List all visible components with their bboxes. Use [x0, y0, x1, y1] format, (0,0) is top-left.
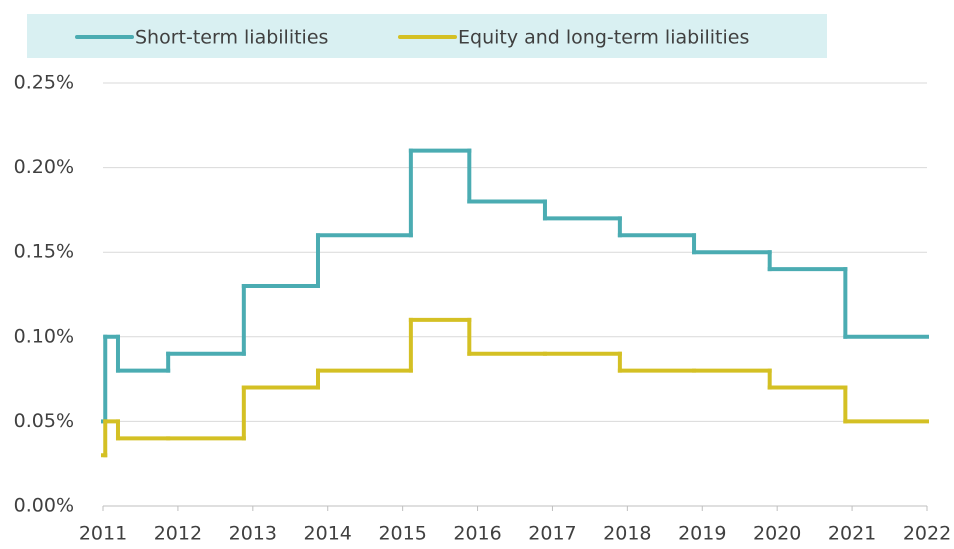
x-tick-label: 2017	[528, 523, 576, 545]
x-tick-label: 2021	[828, 523, 876, 545]
x-tick-label: 2011	[79, 523, 127, 545]
x-tick-label: 2022	[903, 523, 951, 545]
x-tick-label: 2016	[453, 523, 501, 545]
legend-label: Equity and long-term liabilities	[458, 27, 749, 49]
y-tick-label: 0.25%	[14, 72, 74, 94]
y-tick-label: 0.00%	[14, 495, 74, 517]
y-tick-label: 0.10%	[14, 325, 74, 347]
y-tick-label: 0.15%	[14, 241, 74, 263]
x-tick-label: 2015	[378, 523, 426, 545]
y-tick-label: 0.05%	[14, 410, 74, 432]
x-tick-label: 2014	[304, 523, 352, 545]
x-tick-label: 2018	[603, 523, 651, 545]
y-tick-label: 0.20%	[14, 156, 74, 178]
legend-label: Short-term liabilities	[135, 27, 328, 49]
x-tick-label: 2012	[154, 523, 202, 545]
x-tick-label: 2013	[229, 523, 277, 545]
x-tick-label: 2019	[678, 523, 726, 545]
x-tick-label: 2020	[753, 523, 801, 545]
